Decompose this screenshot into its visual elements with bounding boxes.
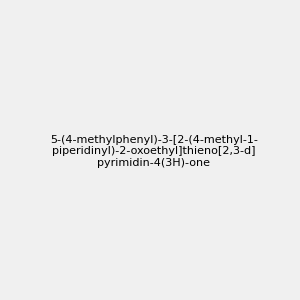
Text: 5-(4-methylphenyl)-3-[2-(4-methyl-1-
piperidinyl)-2-oxoethyl]thieno[2,3-d]
pyrim: 5-(4-methylphenyl)-3-[2-(4-methyl-1- pip… [50, 135, 258, 168]
